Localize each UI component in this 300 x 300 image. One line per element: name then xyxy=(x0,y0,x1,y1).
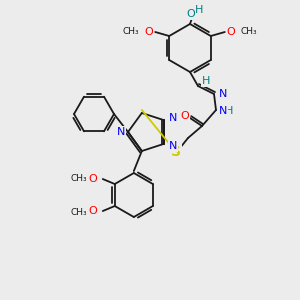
Text: O: O xyxy=(145,27,154,37)
Text: H: H xyxy=(225,106,233,116)
Text: S: S xyxy=(171,145,181,159)
Text: N: N xyxy=(169,141,178,151)
Text: O: O xyxy=(187,9,195,19)
Text: CH₃: CH₃ xyxy=(70,208,87,217)
Text: CH₃: CH₃ xyxy=(123,28,139,37)
Text: CH₃: CH₃ xyxy=(70,173,87,182)
Text: O: O xyxy=(226,27,235,37)
Text: N: N xyxy=(169,113,178,123)
Text: CH₃: CH₃ xyxy=(241,28,257,37)
Text: O: O xyxy=(181,111,189,121)
Text: N: N xyxy=(117,127,125,137)
Text: N: N xyxy=(219,106,227,116)
Text: O: O xyxy=(88,206,97,216)
Text: O: O xyxy=(88,174,97,184)
Text: N: N xyxy=(219,89,227,99)
Text: H: H xyxy=(202,76,210,86)
Text: H: H xyxy=(195,5,203,15)
